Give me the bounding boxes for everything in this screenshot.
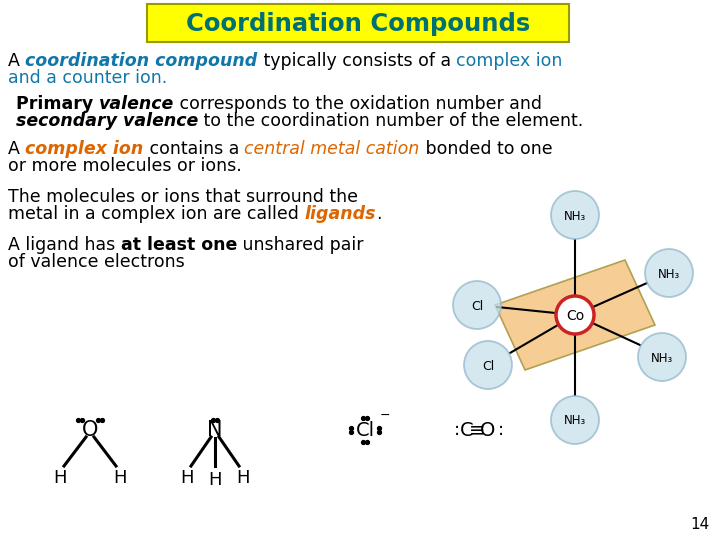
- Circle shape: [551, 396, 599, 444]
- Text: Cl: Cl: [471, 300, 483, 313]
- Text: The molecules or ions that surround the: The molecules or ions that surround the: [8, 188, 358, 206]
- Text: of valence electrons: of valence electrons: [8, 253, 185, 271]
- Text: corresponds to the oxidation number and: corresponds to the oxidation number and: [174, 95, 542, 113]
- Text: N: N: [207, 420, 222, 440]
- Circle shape: [556, 296, 594, 334]
- Circle shape: [453, 281, 501, 329]
- Text: −: −: [379, 408, 390, 422]
- Text: H: H: [113, 469, 127, 487]
- Circle shape: [464, 341, 512, 389]
- Text: NH₃: NH₃: [651, 352, 673, 365]
- Polygon shape: [495, 260, 655, 370]
- Text: ≡: ≡: [469, 421, 485, 440]
- Text: Co: Co: [566, 309, 584, 323]
- Text: H: H: [236, 469, 250, 487]
- Text: H: H: [53, 469, 67, 487]
- Text: NH₃: NH₃: [564, 415, 586, 428]
- Circle shape: [638, 333, 686, 381]
- Text: Cl: Cl: [356, 421, 374, 440]
- Text: or more molecules or ions.: or more molecules or ions.: [8, 157, 242, 175]
- Circle shape: [551, 191, 599, 239]
- Text: and a counter ion.: and a counter ion.: [8, 69, 167, 87]
- Text: O: O: [480, 421, 495, 440]
- Text: H: H: [180, 469, 194, 487]
- Text: A: A: [8, 140, 25, 158]
- Text: NH₃: NH₃: [564, 210, 586, 222]
- Text: A: A: [8, 52, 25, 70]
- Text: typically consists of a: typically consists of a: [258, 52, 456, 70]
- Text: central metal cation: central metal cation: [245, 140, 420, 158]
- Text: to the coordination number of the element.: to the coordination number of the elemen…: [198, 112, 583, 130]
- Text: at least one: at least one: [121, 236, 237, 254]
- Circle shape: [645, 249, 693, 297]
- Text: H: H: [208, 471, 222, 489]
- Text: metal in a complex ion are called: metal in a complex ion are called: [8, 205, 305, 223]
- Text: secondary valence: secondary valence: [10, 112, 198, 130]
- FancyBboxPatch shape: [147, 4, 569, 42]
- Text: complex ion: complex ion: [25, 140, 143, 158]
- Text: coordination compound: coordination compound: [25, 52, 258, 70]
- Text: O: O: [82, 420, 98, 440]
- Text: NH₃: NH₃: [658, 267, 680, 280]
- Text: 14: 14: [690, 517, 710, 532]
- Text: valence: valence: [99, 95, 174, 113]
- Text: .: .: [376, 205, 382, 223]
- Text: contains a: contains a: [143, 140, 245, 158]
- Text: A ligand has: A ligand has: [8, 236, 121, 254]
- Text: unshared pair: unshared pair: [237, 236, 364, 254]
- Text: complex ion: complex ion: [456, 52, 562, 70]
- Text: bonded to one: bonded to one: [420, 140, 552, 158]
- Text: C: C: [460, 421, 474, 440]
- Text: :: :: [454, 421, 460, 439]
- Text: ligands: ligands: [305, 205, 376, 223]
- Text: Coordination Compounds: Coordination Compounds: [186, 12, 530, 36]
- Text: Primary: Primary: [10, 95, 99, 113]
- Text: :: :: [498, 421, 504, 439]
- Text: Cl: Cl: [482, 360, 494, 373]
